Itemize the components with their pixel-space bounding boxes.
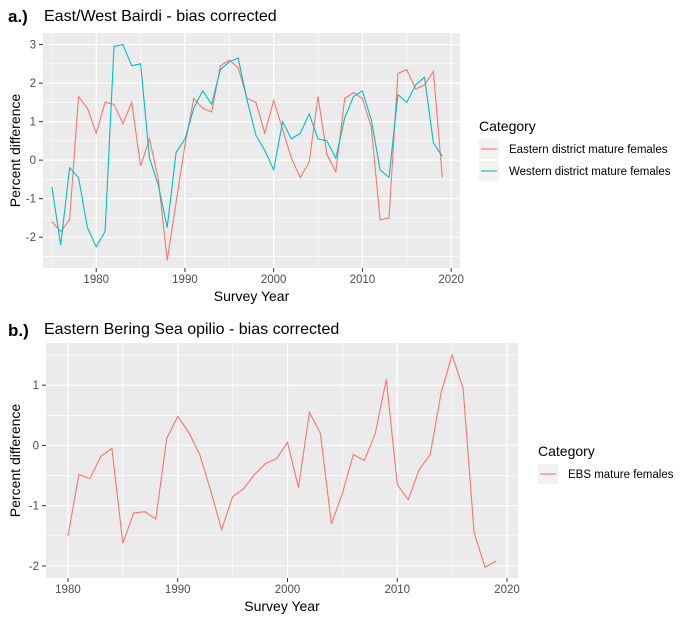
- chart1-x-tick-label: 1990: [172, 274, 198, 286]
- chart2-legend-title: Category: [538, 443, 595, 459]
- chart1-title: East/West Bairdi - bias corrected: [44, 8, 277, 25]
- chart1-y-tick-label: 0: [30, 155, 36, 167]
- chart1-x-tick-label: 2010: [350, 274, 376, 286]
- chart2-plot-panel: [46, 343, 518, 578]
- chart1-y-tick-label: -1: [26, 194, 36, 206]
- chart1-y-tick-label: -2: [26, 232, 36, 244]
- chart1-plot-panel: [43, 33, 460, 268]
- chart2-y-tick-label: 0: [33, 440, 39, 452]
- chart2-x-tick-label: 2000: [275, 584, 301, 596]
- chart1-x-tick-label: 2000: [261, 274, 287, 286]
- chart2-title: Eastern Bering Sea opilio - bias correct…: [44, 321, 339, 338]
- chart1-x-tick-label: 2020: [438, 274, 464, 286]
- chart1-legend-label-1: Eastern district mature females: [509, 144, 668, 156]
- chart2-legend-label-1: EBS mature females: [568, 469, 674, 481]
- chart1-y-tick-label: 3: [30, 40, 36, 52]
- chart1-series-2-line: [51, 43, 443, 248]
- chart1-legend-title: Category: [479, 118, 536, 134]
- chart2-panel-letter: b.): [8, 321, 29, 340]
- chart2-y-tick-label: -1: [29, 501, 39, 513]
- chart1-y-tick-label: 2: [30, 78, 36, 90]
- chart2-x-tick-label: 2010: [384, 584, 410, 596]
- chart1-y-tick-label: 1: [30, 117, 36, 129]
- chart2-y-tick-label: 1: [33, 380, 39, 392]
- chart1-x-axis-label: Survey Year: [214, 288, 290, 304]
- chart1-y-axis-label: Percent difference: [7, 94, 23, 208]
- chart2-x-tick-label: 1980: [55, 584, 81, 596]
- chart1-panel-letter: a.): [8, 7, 28, 26]
- chart2-x-tick-label: 2020: [494, 584, 520, 596]
- chart1-legend-label-2: Western district mature females: [509, 166, 671, 178]
- chart2-x-tick-label: 1990: [165, 584, 191, 596]
- chart2-y-axis-label: Percent difference: [7, 404, 23, 518]
- chart2-y-tick-label: -2: [29, 561, 39, 573]
- chart2-series-1-line: [67, 353, 497, 569]
- chart1-x-tick-label: 1980: [83, 274, 109, 286]
- chart2-x-axis-label: Survey Year: [244, 598, 320, 614]
